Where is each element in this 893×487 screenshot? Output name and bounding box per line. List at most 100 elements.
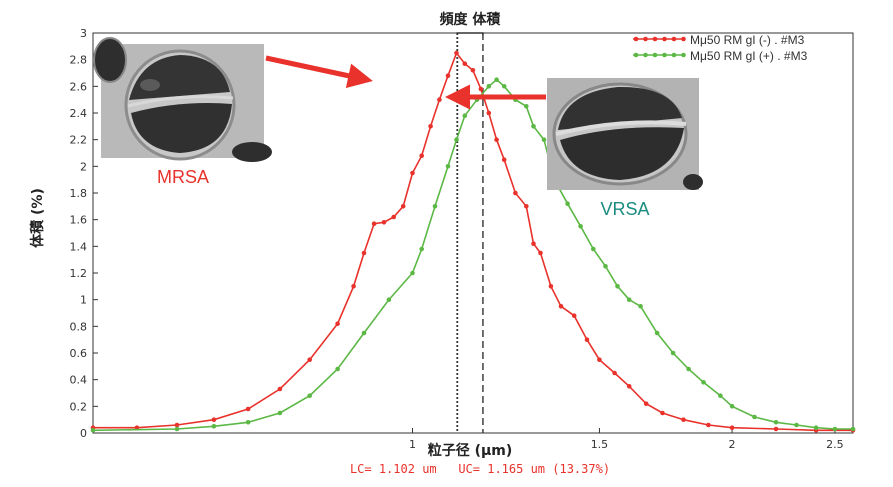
legend-marker xyxy=(662,36,667,42)
data-point xyxy=(454,137,459,142)
data-point xyxy=(638,304,643,309)
data-point xyxy=(531,124,536,129)
data-point xyxy=(371,221,377,226)
data-point xyxy=(660,410,665,416)
legend-marker xyxy=(681,52,686,58)
mrsa-label: MRSA xyxy=(157,167,209,187)
mrsa-micrograph xyxy=(93,37,272,162)
data-point xyxy=(432,204,438,209)
legend-marker xyxy=(643,36,648,42)
data-point xyxy=(307,357,313,363)
data-point xyxy=(531,241,536,246)
data-point xyxy=(486,110,492,116)
legend-marker xyxy=(652,36,658,42)
data-point xyxy=(584,337,590,343)
y-tick-label: 1.4 xyxy=(70,240,88,253)
data-point xyxy=(524,204,529,209)
data-point xyxy=(670,350,676,356)
y-tick-label: 1.2 xyxy=(70,267,88,280)
data-point xyxy=(335,366,340,372)
y-tick-label: 0.4 xyxy=(70,374,88,387)
x-tick-label: 1.5 xyxy=(591,438,609,451)
data-point xyxy=(706,422,711,428)
y-tick-label: 2.6 xyxy=(70,80,88,93)
data-point xyxy=(578,224,583,229)
data-point xyxy=(501,157,507,162)
data-point xyxy=(597,357,602,363)
data-point xyxy=(494,137,499,142)
legend-label-series-2: Mμ50 RM gI (+) . #M3 xyxy=(690,49,808,63)
data-point xyxy=(541,137,547,142)
data-point xyxy=(626,297,632,303)
y-tick-label: 0.2 xyxy=(70,400,88,413)
lc-uc-readout: LC= 1.102 um UC= 1.165 um (13.37%) xyxy=(350,462,610,476)
data-point xyxy=(462,113,468,118)
data-point xyxy=(681,417,686,423)
vrsa-label: VRSA xyxy=(600,199,649,219)
data-point xyxy=(626,384,632,389)
data-point xyxy=(832,426,838,432)
data-point xyxy=(718,393,723,399)
data-point xyxy=(654,330,660,336)
x-tick-label: 1 xyxy=(409,438,416,451)
legend-marker xyxy=(633,52,639,58)
y-tick-label: 1.6 xyxy=(70,214,88,227)
y-tick-label: 1 xyxy=(80,294,87,307)
data-point xyxy=(494,77,499,82)
x-axis: 1 1.5 2 2.5 xyxy=(409,428,844,451)
x-axis-label: 粒子径 (μm) xyxy=(428,442,513,459)
data-point xyxy=(513,190,518,196)
data-point xyxy=(211,424,217,429)
data-point xyxy=(752,414,757,420)
y-tick-label: 2.2 xyxy=(70,134,88,147)
data-point xyxy=(437,97,442,102)
data-point xyxy=(381,220,387,225)
data-point xyxy=(591,246,596,252)
data-point xyxy=(643,401,649,407)
data-point xyxy=(419,153,425,158)
data-point xyxy=(335,321,340,327)
data-point xyxy=(454,50,459,56)
data-point xyxy=(615,284,620,289)
data-point xyxy=(419,246,425,252)
series-layer xyxy=(90,50,856,433)
y-tick-label: 0.6 xyxy=(70,347,88,360)
data-point xyxy=(277,410,283,416)
legend-marker xyxy=(633,36,639,42)
data-point xyxy=(729,404,735,409)
data-point xyxy=(773,420,779,425)
data-point xyxy=(603,264,608,269)
legend: Mμ50 RM gI (-) . #M3 Mμ50 RM gI (+) . #M… xyxy=(633,33,808,63)
data-point xyxy=(462,61,468,66)
data-point xyxy=(470,68,476,73)
legend-marker xyxy=(671,52,677,58)
data-point xyxy=(428,124,433,129)
data-point xyxy=(351,284,356,289)
x-tick-label: 2.5 xyxy=(826,438,844,451)
data-point xyxy=(174,426,180,432)
data-point xyxy=(548,284,554,289)
data-point xyxy=(773,426,779,432)
data-point xyxy=(445,73,451,78)
data-point xyxy=(501,84,507,89)
data-point xyxy=(571,313,577,319)
vrsa-micrograph xyxy=(547,78,703,190)
y-tick-label: 2 xyxy=(80,160,87,173)
y-tick-label: 2.4 xyxy=(70,107,88,120)
data-point xyxy=(386,297,392,303)
data-point xyxy=(211,417,217,423)
y-axis-label: 体積 (%) xyxy=(29,188,46,248)
legend-marker xyxy=(671,36,677,42)
data-point xyxy=(701,380,706,385)
data-point xyxy=(245,420,251,425)
data-point xyxy=(729,425,735,431)
legend-label-series-1: Mμ50 RM gI (-) . #M3 xyxy=(690,33,805,47)
data-point xyxy=(400,204,406,209)
y-tick-label: 0 xyxy=(80,427,87,440)
data-point xyxy=(361,250,367,256)
y-tick-label: 1.8 xyxy=(70,187,88,200)
series-1 xyxy=(90,50,856,433)
y-axis: 0 0.2 0.4 0.6 0.8 1 1.2 1.4 1.6 1.8 2 2.2 2.4 2.6 2.8 3 xyxy=(70,27,98,440)
data-point xyxy=(813,425,819,431)
data-point xyxy=(245,406,251,412)
